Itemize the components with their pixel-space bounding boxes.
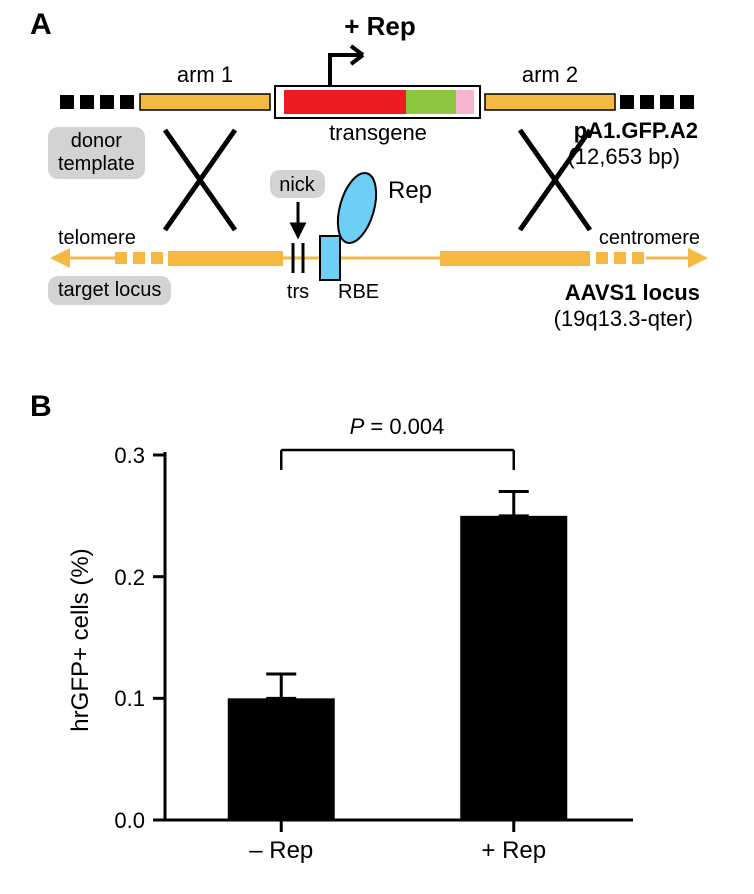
panel-a: A + Rep arm bbox=[0, 0, 754, 370]
transgene-pink bbox=[456, 90, 474, 114]
x-ticks bbox=[281, 820, 514, 832]
ytick-3: 0.3 bbox=[114, 443, 145, 468]
trs-label: trs bbox=[287, 281, 309, 303]
bar-plus-rep bbox=[460, 516, 567, 820]
telomere-arrowhead bbox=[50, 248, 70, 268]
p-suffix: = 0.004 bbox=[364, 414, 444, 439]
ytick-0: 0.0 bbox=[114, 808, 145, 833]
donor-template-pill: donor template bbox=[48, 127, 145, 179]
bar-minus-rep bbox=[228, 698, 335, 820]
donor-template-line1: donor bbox=[71, 130, 122, 152]
right-orange-dashes bbox=[596, 252, 644, 264]
target-locus-pill: target locus bbox=[48, 276, 171, 305]
transgene-green bbox=[406, 90, 456, 114]
bars bbox=[228, 516, 568, 820]
arm1-label: arm 1 bbox=[177, 62, 233, 87]
arm2-label: arm 2 bbox=[522, 62, 578, 87]
centromere-arrowhead bbox=[688, 248, 708, 268]
telomere-label: telomere bbox=[58, 227, 136, 249]
panel-a-diagram: + Rep arm 1 arm 2 bbox=[0, 0, 754, 370]
promoter-arrow bbox=[330, 46, 363, 86]
rbe-label: RBE bbox=[338, 281, 379, 303]
crossover-right bbox=[520, 130, 590, 230]
arm1-bar bbox=[140, 94, 270, 110]
locus-name: AAVS1 locus bbox=[565, 280, 700, 305]
locus-arm-right bbox=[440, 251, 590, 266]
crossover-left bbox=[165, 130, 235, 230]
p-italic: P bbox=[350, 414, 365, 439]
xtick-plus-rep: + Rep bbox=[481, 837, 546, 864]
transgene-label: transgene bbox=[329, 120, 427, 145]
target-locus-label: target locus bbox=[58, 279, 161, 301]
panel-b-label: B bbox=[30, 390, 52, 424]
y-axis-label: hrGFP+ cells (%) bbox=[70, 548, 94, 731]
p-value: P = 0.004 bbox=[350, 414, 445, 439]
donor-size: (12,653 bp) bbox=[567, 144, 680, 169]
bar-chart: 0.0 0.1 0.2 0.3 hrGFP+ cells (%) – Rep bbox=[70, 390, 710, 890]
left-black-dashes-top bbox=[60, 95, 134, 109]
xtick-minus-rep: – Rep bbox=[249, 837, 313, 864]
y-ticks bbox=[153, 455, 165, 820]
arm2-bar bbox=[485, 94, 615, 110]
rbe-box bbox=[320, 236, 340, 280]
ytick-1: 0.1 bbox=[114, 686, 145, 711]
panel-b: B 0.0 0.1 0.2 0.3 hrGFP+ cells (%) bbox=[0, 390, 754, 890]
transgene-red bbox=[284, 90, 406, 114]
rep-label: Rep bbox=[388, 177, 432, 204]
centromere-label: centromere bbox=[599, 227, 700, 249]
right-black-dashes-top bbox=[620, 95, 694, 109]
donor-name: pA1.GFP.A2 bbox=[574, 118, 698, 143]
locus-arm-left bbox=[168, 251, 283, 266]
p-bracket bbox=[281, 450, 514, 470]
ytick-2: 0.2 bbox=[114, 565, 145, 590]
nick-label: nick bbox=[279, 174, 316, 196]
left-orange-dashes bbox=[115, 252, 163, 264]
nick-arrow bbox=[292, 202, 304, 236]
locus-pos: (19q13.3-qter) bbox=[554, 306, 693, 331]
donor-template-line2: template bbox=[58, 153, 135, 175]
panel-a-title: + Rep bbox=[344, 11, 416, 41]
